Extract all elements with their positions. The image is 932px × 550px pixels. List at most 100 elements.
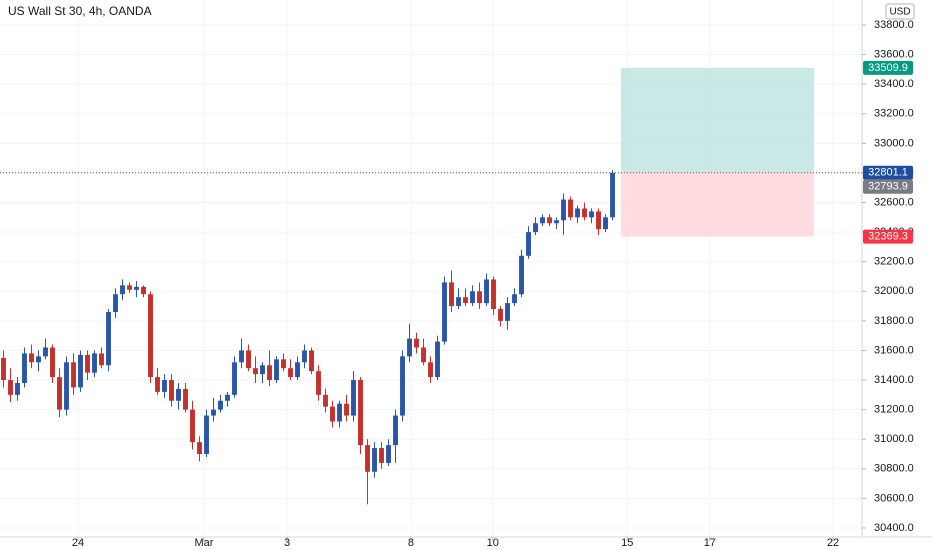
candle-body [442,282,447,342]
candle-body [36,356,41,363]
candle-body [498,309,503,321]
candle-body [547,217,552,224]
currency-label: USD [889,7,910,18]
candle-body [148,294,153,378]
y-tick-label: 31200.0 [874,404,914,416]
candle-body [610,172,615,218]
candle-body [176,388,181,401]
currency-box[interactable] [885,3,915,20]
candle-body [386,445,391,463]
price-label-box [863,179,913,194]
price-label: 32801.1 [868,167,908,179]
candle-body [449,282,454,307]
candle-body [218,400,223,410]
candle-body [113,294,118,312]
candle-body [1,357,6,381]
y-tick-label: 32000.0 [874,285,914,297]
price-label: 32369.3 [868,231,908,243]
x-tick-label: Mar [195,537,214,549]
candle-body [358,380,363,446]
candle-body [554,220,559,224]
candle-body [344,403,349,416]
candle-body [421,347,426,363]
candle-body [533,223,538,233]
candle-body [456,297,461,307]
chart-title: US Wall St 30, 4h, OANDA [8,4,152,18]
price-label-box [863,165,913,180]
x-tick-label: 22 [827,537,839,549]
x-tick-label: 24 [72,537,84,549]
candle-body [596,211,601,230]
x-tick-label: 8 [408,537,414,549]
y-tick-label: 30400.0 [874,522,914,534]
candle-body [155,377,160,392]
y-tick-label: 33600.0 [874,48,914,60]
candle-body [582,208,587,218]
candle-body [428,362,433,378]
candle-body [127,285,132,290]
candle-body [8,380,13,395]
candle-body [463,297,468,304]
candle-body [302,350,307,363]
price-label: 32793.9 [868,181,908,193]
candle-body [141,286,146,295]
x-tick-label: 15 [621,537,633,549]
candle-body [43,347,48,357]
y-tick-label: 32600.0 [874,196,914,208]
candle-body [274,359,279,381]
axes: 30400.0 30600.0 30800.0 31000.0 31200.0 31400… [72,19,914,549]
candle-body [78,354,83,388]
candle-body [204,415,209,455]
candle-body [484,279,489,304]
x-tick-label: 17 [704,537,716,549]
price-label: 33509.9 [868,62,908,74]
y-tick-label: 31000.0 [874,433,914,445]
candle-body [575,208,580,218]
candle-body [400,356,405,416]
y-tick-label: 33800.0 [874,19,914,31]
candle-body [526,232,531,256]
candle-body [568,199,573,218]
x-tick-label: 3 [284,537,290,549]
candle-body [477,291,482,304]
y-tick-label: 33200.0 [874,108,914,120]
candle-body [603,217,608,230]
x-tick-label: 10 [487,537,499,549]
candle-body [22,353,27,384]
candle-body [491,279,496,310]
candle-body [183,388,188,410]
candle-body [288,368,293,378]
candle-body [85,354,90,373]
candle-body [64,362,69,410]
y-tick-label: 32200.0 [874,256,914,268]
profit-zone [620,67,815,173]
candle-body [540,217,545,224]
candle-body [414,338,419,348]
y-tick-label: 33400.0 [874,78,914,90]
candle-body [470,291,475,304]
y-tick-label: 30800.0 [874,463,914,475]
candle-body [246,350,251,369]
candle-body [15,383,20,395]
candle-body [309,350,314,372]
loss-zone [620,172,815,237]
candle-body [197,442,202,455]
candle-body [190,409,195,443]
y-tick-label: 31800.0 [874,315,914,327]
candle-body [134,286,139,290]
candle-body [519,255,524,295]
candle-body [512,294,517,304]
candle-body [330,406,335,422]
price-label-box [863,229,913,244]
candle-body [57,377,62,410]
candle-body [351,380,356,416]
candle-body [407,338,412,357]
candle-body [162,380,167,392]
candle-body [169,380,174,401]
candle-body [253,368,258,375]
candle-body [281,359,286,369]
candle-body [505,303,510,321]
candle-body [365,445,370,472]
candle-body [106,311,111,366]
